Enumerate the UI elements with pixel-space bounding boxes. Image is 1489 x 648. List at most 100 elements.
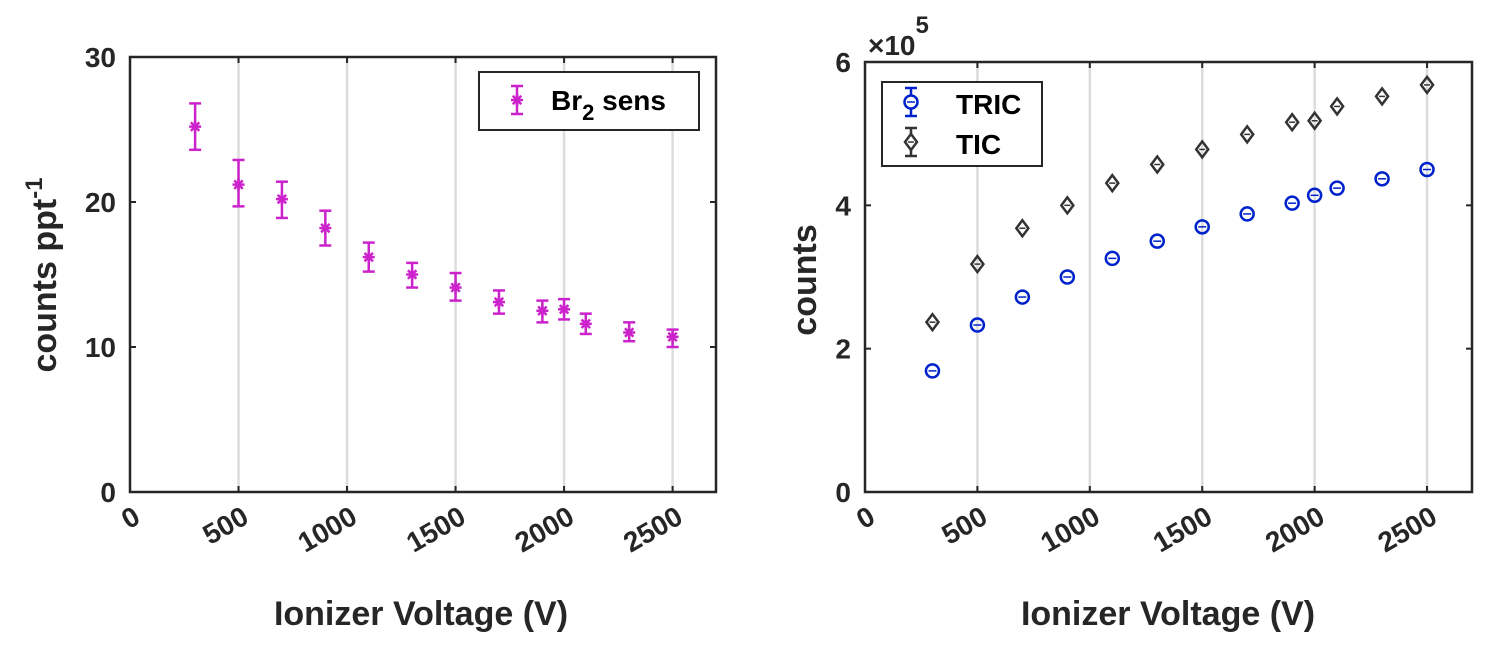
data-point [1239, 206, 1255, 222]
x-tick-label: 1500 [1148, 500, 1217, 558]
y-tick-label: 30 [85, 42, 116, 73]
data-point [1329, 96, 1345, 117]
circle-marker [1239, 206, 1255, 222]
asterisk-stroke [276, 193, 288, 205]
data-point [275, 180, 288, 220]
circle-marker [1194, 219, 1210, 235]
asterisk-marker [362, 251, 375, 264]
data-point [1284, 112, 1300, 133]
x-tick-label: 0 [116, 500, 145, 535]
diamond-marker [1374, 86, 1390, 107]
x-tick-label: 500 [198, 500, 254, 550]
asterisk-stroke [450, 282, 461, 293]
asterisk-stroke [363, 251, 374, 263]
asterisk-marker [666, 330, 679, 343]
data-point [1374, 171, 1390, 187]
data-point [1374, 86, 1390, 107]
asterisk-marker [558, 303, 571, 316]
circle-marker [969, 317, 986, 333]
asterisk-marker [579, 317, 592, 330]
axes-box [863, 60, 1474, 494]
diamond-marker [1104, 173, 1120, 194]
data-point [232, 158, 245, 208]
asterisk-marker [232, 178, 245, 191]
diamond-marker [1374, 86, 1390, 107]
data-point [1104, 250, 1121, 267]
data-point [1419, 74, 1435, 96]
circle-marker [1419, 161, 1435, 178]
data-point [579, 312, 592, 336]
right-gridlines [976, 62, 1429, 492]
x-tick-label: 2500 [618, 500, 687, 558]
diamond-marker [1194, 139, 1210, 160]
asterisk-marker [275, 193, 288, 206]
y-tick-label: 0 [100, 477, 116, 508]
diamond-marker [1104, 173, 1120, 194]
right-y-axis-label: counts [786, 224, 824, 335]
x-tick-label: 1000 [293, 500, 362, 558]
circle-marker [1306, 187, 1323, 204]
data-point [1239, 124, 1255, 145]
asterisk-stroke [320, 222, 331, 234]
left-legend: Br2 sens [478, 71, 700, 131]
axes-box [128, 55, 718, 494]
data-point [1419, 161, 1435, 178]
series-tric [924, 161, 1435, 379]
left-legend-marker-br2 [511, 84, 523, 116]
left-legend-label-br2: Br2 sens [551, 85, 666, 125]
right-x-tick-labels: 0 500 1000 1500 2000 2500 [851, 500, 1442, 558]
data-point [1329, 180, 1345, 196]
circle-marker [1374, 171, 1390, 187]
circle-marker [1329, 180, 1345, 196]
circle-marker [1059, 269, 1076, 285]
circle-marker [1419, 161, 1435, 178]
diamond-marker [1059, 195, 1075, 216]
x-tick-label: 2000 [510, 500, 579, 558]
diamond-marker [1329, 96, 1345, 117]
asterisk-marker [319, 222, 332, 235]
x-tick-label: 2500 [1373, 500, 1442, 558]
asterisk-marker [536, 304, 549, 317]
data-point [969, 254, 985, 275]
circle-marker [1284, 195, 1300, 211]
circle-marker [969, 317, 986, 333]
legend-br: Br [551, 85, 582, 116]
asterisk-marker [449, 281, 462, 294]
diamond-marker [1149, 154, 1165, 175]
circle-marker [1306, 187, 1323, 204]
diamond-marker [1329, 96, 1345, 117]
diamond-marker [1284, 112, 1300, 133]
circle-marker [1284, 195, 1300, 211]
diamond-marker [903, 131, 919, 153]
diamond-marker [1419, 74, 1435, 96]
diamond-marker [1014, 218, 1030, 239]
circle-marker [1104, 250, 1121, 267]
circle-marker [1374, 171, 1390, 187]
data-point [924, 312, 941, 333]
circle-marker [1149, 233, 1166, 249]
left-axes-frame [128, 55, 718, 494]
asterisk-stroke [558, 304, 570, 315]
asterisk-stroke [189, 121, 201, 132]
right-legend-marker-tric [903, 86, 919, 118]
legend-asterisk-marker [511, 94, 523, 106]
asterisk-stroke [407, 269, 418, 280]
circle-marker [1014, 289, 1031, 305]
right-legend-label-tic: TIC [956, 129, 1001, 160]
asterisk-marker [623, 326, 636, 339]
right-legend-marker-tic [903, 126, 919, 158]
asterisk-stroke [511, 94, 523, 106]
series-br2-sens [189, 102, 679, 349]
sensitivity-chart: 0 500 1000 1500 2000 2500 0 10 20 30 Ionizer Vol… [21, 42, 718, 633]
y-tick-label: 6 [835, 47, 851, 78]
circle-marker [903, 94, 919, 110]
circle-marker [1194, 219, 1210, 235]
data-point [536, 299, 549, 324]
circle-marker [1239, 206, 1255, 222]
diamond-marker [1307, 110, 1323, 131]
left-x-axis-label: Ionizer Voltage (V) [274, 595, 568, 633]
diamond-marker [924, 312, 941, 333]
data-point [319, 209, 332, 247]
diamond-marker [1149, 154, 1165, 175]
data-point [406, 261, 419, 289]
